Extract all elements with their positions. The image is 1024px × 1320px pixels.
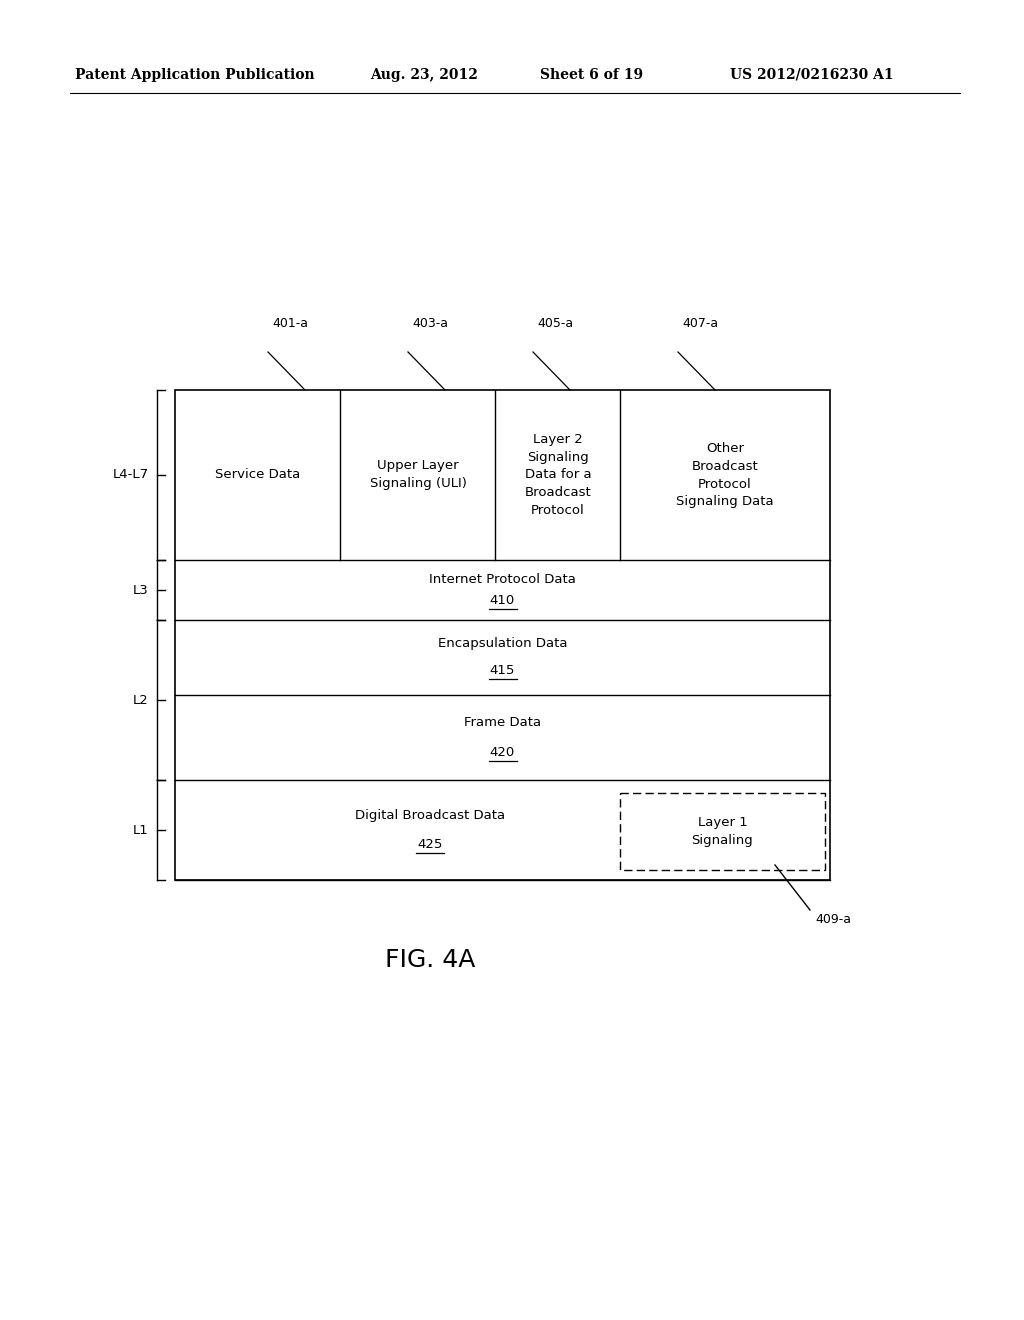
Text: Sheet 6 of 19: Sheet 6 of 19 bbox=[540, 69, 643, 82]
Text: US 2012/0216230 A1: US 2012/0216230 A1 bbox=[730, 69, 894, 82]
Text: L3: L3 bbox=[133, 583, 150, 597]
Text: Service Data: Service Data bbox=[215, 469, 301, 482]
Text: Aug. 23, 2012: Aug. 23, 2012 bbox=[370, 69, 478, 82]
Text: 415: 415 bbox=[489, 664, 515, 677]
Text: Other
Broadcast
Protocol
Signaling Data: Other Broadcast Protocol Signaling Data bbox=[676, 441, 774, 508]
Text: Frame Data: Frame Data bbox=[464, 715, 541, 729]
Text: L1: L1 bbox=[133, 824, 150, 837]
Bar bbox=[175, 389, 830, 880]
Text: Encapsulation Data: Encapsulation Data bbox=[437, 638, 567, 651]
Text: L4-L7: L4-L7 bbox=[113, 469, 150, 482]
Text: 409-a: 409-a bbox=[815, 913, 851, 927]
Text: 420: 420 bbox=[489, 746, 515, 759]
Text: Patent Application Publication: Patent Application Publication bbox=[75, 69, 314, 82]
Text: L2: L2 bbox=[133, 693, 150, 706]
Text: Layer 2
Signaling
Data for a
Broadcast
Protocol: Layer 2 Signaling Data for a Broadcast P… bbox=[524, 433, 592, 517]
Text: 405-a: 405-a bbox=[537, 317, 573, 330]
Text: Layer 1
Signaling: Layer 1 Signaling bbox=[691, 816, 754, 847]
Text: 403-a: 403-a bbox=[412, 317, 449, 330]
Bar bbox=[620, 793, 825, 870]
Text: 425: 425 bbox=[418, 838, 442, 851]
Text: 407-a: 407-a bbox=[682, 317, 718, 330]
Text: Upper Layer
Signaling (ULI): Upper Layer Signaling (ULI) bbox=[370, 459, 467, 491]
Text: 410: 410 bbox=[489, 594, 515, 607]
Text: Digital Broadcast Data: Digital Broadcast Data bbox=[355, 808, 505, 821]
Text: FIG. 4A: FIG. 4A bbox=[385, 948, 475, 972]
Text: Internet Protocol Data: Internet Protocol Data bbox=[429, 573, 575, 586]
Text: 401-a: 401-a bbox=[272, 317, 308, 330]
